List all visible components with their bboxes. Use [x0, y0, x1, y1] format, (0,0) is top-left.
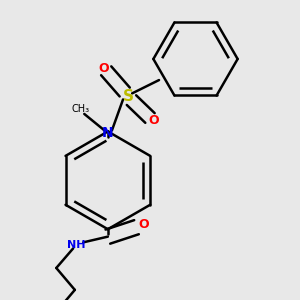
Text: S: S: [123, 88, 134, 104]
Text: O: O: [138, 218, 148, 231]
Text: N: N: [102, 126, 114, 140]
Text: O: O: [148, 114, 159, 127]
Text: NH: NH: [67, 240, 86, 250]
Text: CH₃: CH₃: [72, 104, 90, 114]
Text: O: O: [98, 61, 109, 75]
